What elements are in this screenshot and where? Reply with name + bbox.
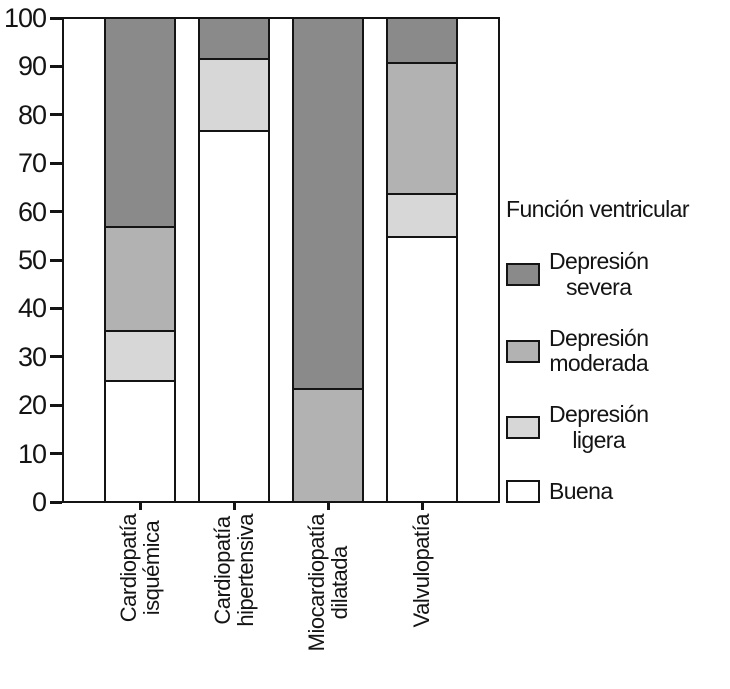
bar-1	[104, 19, 176, 501]
bars-container	[64, 19, 498, 501]
legend-swatch-moderada	[506, 339, 540, 363]
legend-item-ligera: Depresión ligera	[506, 401, 649, 454]
x-axis-tick	[232, 503, 236, 510]
y-axis-tick-label: 40	[17, 293, 47, 324]
bar-segment-moderada	[388, 62, 456, 193]
y-axis-tick	[50, 113, 62, 117]
y-axis-tick	[50, 306, 62, 310]
y-axis-tick-label: 70	[17, 148, 47, 179]
x-label-cell: Cardiopatía isquémica	[104, 514, 176, 689]
x-tick-cell	[198, 503, 270, 511]
bar-segment-severa	[200, 19, 268, 58]
y-axis-tick-label: 10	[17, 438, 47, 469]
x-axis-tick	[420, 503, 424, 510]
y-axis-tick-label: 100	[3, 3, 47, 33]
x-label-cell: Cardiopatía hipertensiva	[198, 514, 270, 689]
x-tick-cell	[104, 503, 176, 511]
x-axis-labels: Cardiopatía isquémica Cardiopatía hiperte…	[62, 514, 500, 689]
legend-item-severa: Depresión severa	[506, 248, 649, 301]
x-tick-cell	[386, 503, 458, 511]
plot-area	[62, 17, 500, 503]
bar-segment-buena	[200, 129, 268, 501]
y-axis-tick	[50, 403, 62, 407]
bar-segment-severa	[294, 19, 362, 388]
y-axis-tick-label: 0	[31, 487, 47, 517]
bar-segment-buena	[388, 235, 456, 501]
y-axis-tick	[50, 355, 62, 359]
bar-4	[386, 19, 458, 501]
bar-2	[198, 19, 270, 501]
x-axis-ticks	[62, 503, 500, 511]
y-axis-tick-label: 30	[17, 341, 47, 372]
y-axis-tick-label: 90	[17, 51, 47, 82]
bar-segment-ligera	[106, 329, 174, 381]
x-axis-tick	[138, 503, 142, 510]
bar-3	[292, 19, 364, 501]
legend-item-moderada: Depresión moderada	[506, 324, 649, 378]
legend-swatch-buena	[506, 479, 540, 503]
bar-segment-buena	[106, 380, 174, 501]
legend-swatch-ligera	[506, 416, 540, 440]
legend-label-ligera: Depresión ligera	[549, 401, 649, 453]
y-axis-tick-label: 60	[17, 196, 47, 227]
x-tick-cell	[292, 503, 364, 511]
legend-label-moderada: Depresión moderada	[549, 324, 649, 377]
legend-items: Depresión severa Depresión moderada Depr…	[506, 248, 730, 505]
x-axis-label: Miocardiopatía dilatada	[303, 514, 352, 652]
x-label-cell: Miocardiopatía dilatada	[292, 514, 364, 689]
y-axis-tick-label: 50	[17, 245, 47, 275]
legend-item-buena: Buena	[506, 477, 613, 505]
y-axis-tick-label: 20	[17, 390, 47, 421]
x-axis-label: Cardiopatía isquémica	[115, 514, 164, 623]
y-axis-tick	[50, 161, 62, 165]
legend: Función ventricular Depresión severa Dep…	[506, 196, 730, 504]
legend-title: Función ventricular	[506, 196, 690, 222]
bar-segment-moderada	[106, 226, 174, 330]
y-axis-tick	[50, 16, 62, 20]
x-axis-label: Valvulopatía	[409, 514, 435, 628]
x-axis-tick	[326, 503, 330, 510]
bar-segment-ligera	[200, 57, 268, 130]
bar-segment-ligera	[388, 192, 456, 236]
y-axis-tick	[50, 500, 62, 504]
y-axis-tick-label: 80	[17, 99, 47, 130]
y-axis-tick	[50, 258, 62, 262]
legend-label-buena: Buena	[549, 477, 613, 504]
x-axis-label: Cardiopatía hipertensiva	[209, 514, 258, 627]
y-axis-tick	[50, 452, 62, 456]
bar-segment-severa	[106, 19, 174, 227]
bar-segment-severa	[388, 19, 456, 63]
x-label-cell: Valvulopatía	[386, 514, 458, 689]
y-axis-tick	[50, 64, 62, 68]
bar-segment-moderada	[294, 387, 362, 501]
legend-swatch-severa	[506, 263, 540, 287]
legend-label-severa: Depresión severa	[549, 248, 649, 300]
y-axis-tick	[50, 210, 62, 214]
